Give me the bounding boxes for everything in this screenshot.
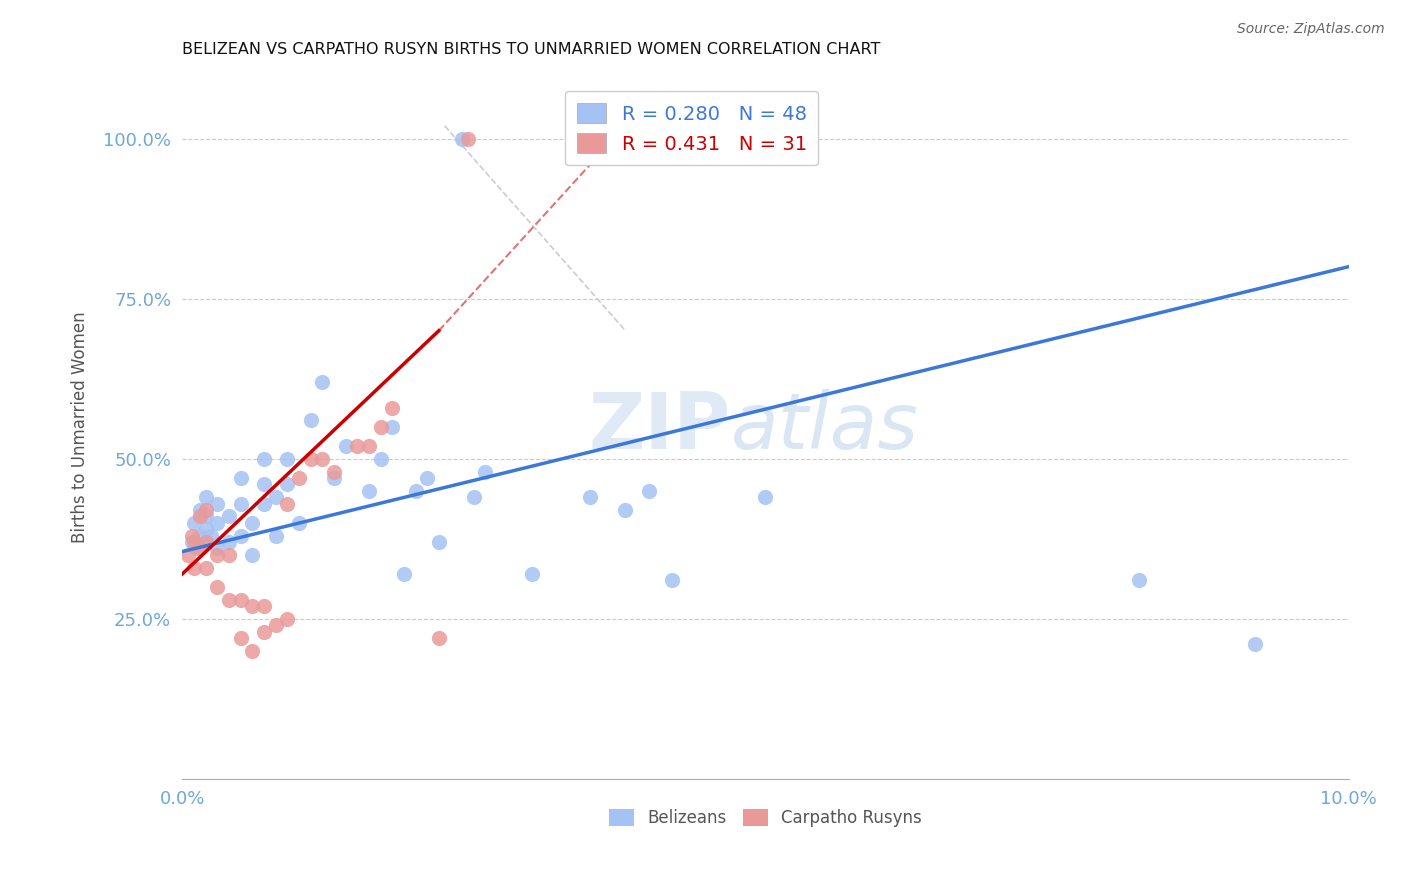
Text: atlas: atlas xyxy=(730,389,918,465)
Point xyxy=(614,503,637,517)
Point xyxy=(240,516,263,530)
Point xyxy=(218,535,240,549)
Point xyxy=(276,477,298,491)
Point xyxy=(637,483,659,498)
Point xyxy=(183,516,205,530)
Point xyxy=(427,535,450,549)
Point xyxy=(194,490,217,504)
Point xyxy=(474,465,496,479)
Point xyxy=(1244,637,1267,651)
Point xyxy=(229,631,252,645)
Point xyxy=(229,592,252,607)
Point xyxy=(240,644,263,658)
Point xyxy=(276,612,298,626)
Point xyxy=(177,548,200,562)
Point xyxy=(276,451,298,466)
Point xyxy=(180,528,202,542)
Point xyxy=(253,599,276,613)
Point xyxy=(240,599,263,613)
Point xyxy=(381,401,404,415)
Point xyxy=(754,490,776,504)
Point xyxy=(1128,574,1150,588)
Point xyxy=(322,465,344,479)
Point xyxy=(392,567,415,582)
Point xyxy=(288,516,311,530)
Point xyxy=(207,548,229,562)
Point xyxy=(335,439,357,453)
Point xyxy=(579,490,602,504)
Point xyxy=(299,451,322,466)
Y-axis label: Births to Unmarried Women: Births to Unmarried Women xyxy=(72,311,89,542)
Point xyxy=(370,419,392,434)
Point xyxy=(218,548,240,562)
Point xyxy=(218,509,240,524)
Point xyxy=(207,580,229,594)
Point xyxy=(463,490,485,504)
Point xyxy=(194,503,217,517)
Point xyxy=(427,631,450,645)
Text: BELIZEAN VS CARPATHO RUSYN BIRTHS TO UNMARRIED WOMEN CORRELATION CHART: BELIZEAN VS CARPATHO RUSYN BIRTHS TO UNM… xyxy=(183,42,880,57)
Point xyxy=(322,471,344,485)
Point xyxy=(405,483,427,498)
Point xyxy=(207,516,229,530)
Point xyxy=(288,471,311,485)
Point xyxy=(188,503,211,517)
Point xyxy=(194,522,217,536)
Point xyxy=(207,541,229,556)
Point xyxy=(253,624,276,639)
Point xyxy=(311,375,333,389)
Point xyxy=(346,439,368,453)
Legend: Belizeans, Carpatho Rusyns: Belizeans, Carpatho Rusyns xyxy=(602,803,929,834)
Point xyxy=(188,528,211,542)
Point xyxy=(381,419,404,434)
Point xyxy=(357,483,380,498)
Point xyxy=(200,528,222,542)
Point xyxy=(229,471,252,485)
Point xyxy=(253,451,276,466)
Point xyxy=(264,528,287,542)
Point xyxy=(370,451,392,466)
Point xyxy=(416,471,439,485)
Point xyxy=(194,560,217,574)
Point xyxy=(276,497,298,511)
Point xyxy=(229,497,252,511)
Point xyxy=(218,592,240,607)
Point xyxy=(240,548,263,562)
Point xyxy=(194,509,217,524)
Text: ZIP: ZIP xyxy=(588,389,730,465)
Point xyxy=(186,541,208,556)
Point xyxy=(194,535,217,549)
Point xyxy=(457,131,479,145)
Point xyxy=(311,451,333,466)
Point xyxy=(299,413,322,427)
Point xyxy=(183,560,205,574)
Point xyxy=(207,497,229,511)
Point xyxy=(264,618,287,632)
Text: Source: ZipAtlas.com: Source: ZipAtlas.com xyxy=(1237,22,1385,37)
Point xyxy=(253,477,276,491)
Point xyxy=(451,131,474,145)
Point xyxy=(229,528,252,542)
Point xyxy=(264,490,287,504)
Point xyxy=(183,535,205,549)
Point xyxy=(253,497,276,511)
Point xyxy=(661,574,683,588)
Point xyxy=(357,439,380,453)
Point xyxy=(188,509,211,524)
Point xyxy=(180,535,202,549)
Point xyxy=(520,567,543,582)
Point xyxy=(188,541,211,556)
